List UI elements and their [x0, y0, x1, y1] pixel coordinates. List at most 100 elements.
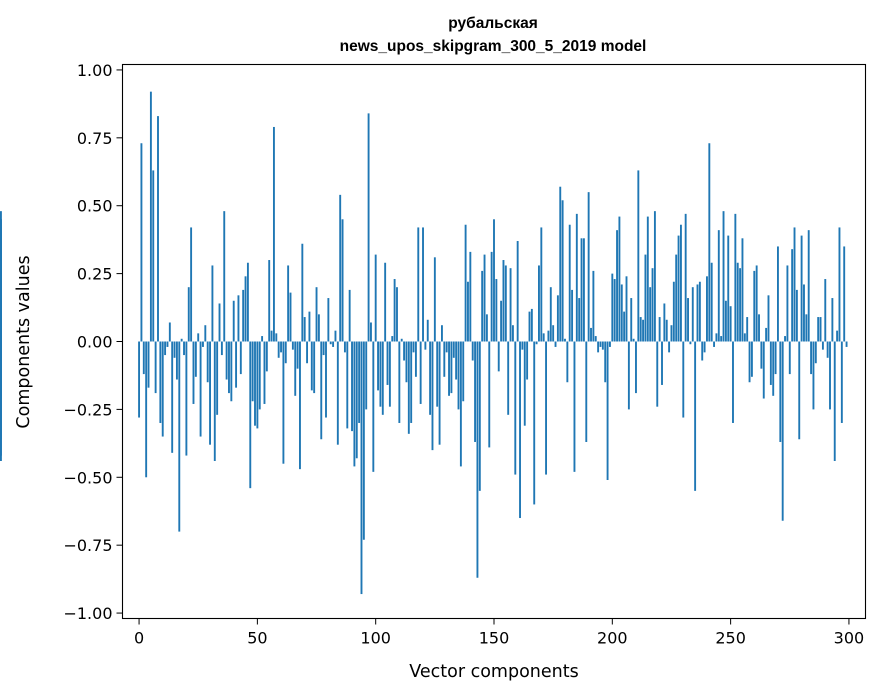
bar	[414, 341, 417, 377]
bar	[682, 341, 685, 418]
bar	[216, 341, 219, 415]
bar	[609, 341, 611, 347]
bar	[732, 341, 734, 423]
bar	[249, 341, 252, 489]
bar	[173, 341, 176, 358]
bar	[549, 287, 552, 342]
bar	[459, 341, 462, 467]
bar	[372, 341, 375, 472]
bar	[684, 213, 687, 342]
bar	[642, 319, 645, 342]
bar	[384, 262, 387, 342]
bar	[769, 341, 772, 385]
bar	[365, 341, 368, 410]
bar	[455, 341, 458, 380]
bar	[758, 314, 760, 342]
bar	[320, 341, 323, 440]
bar	[168, 322, 171, 342]
bar	[715, 333, 718, 342]
bar	[594, 336, 597, 342]
bar	[457, 341, 460, 410]
bar	[339, 194, 342, 342]
bar	[185, 341, 188, 456]
bar	[826, 341, 829, 358]
bar	[431, 341, 434, 451]
bar	[348, 289, 351, 342]
y-tick-label: −1.00	[63, 604, 112, 623]
bar	[734, 213, 737, 342]
bar	[367, 113, 370, 342]
bar	[840, 341, 843, 423]
bar	[275, 333, 278, 342]
bar	[448, 341, 450, 396]
bar	[542, 333, 545, 342]
bar	[403, 341, 406, 361]
bar	[568, 224, 571, 342]
bar	[256, 341, 259, 429]
bar	[230, 341, 233, 402]
y-tick-label: 1.00	[77, 61, 113, 80]
bar	[831, 298, 834, 342]
bar	[329, 341, 332, 345]
bar	[370, 322, 372, 342]
bar	[829, 341, 831, 410]
bar	[538, 265, 540, 342]
bar	[220, 341, 223, 356]
bar	[445, 341, 448, 353]
bar	[495, 279, 498, 342]
bar	[526, 341, 529, 380]
y-tick-label: −0.50	[63, 468, 112, 487]
bar	[282, 341, 285, 464]
bar	[471, 341, 474, 361]
bar	[668, 341, 671, 353]
y-tick-label: −0.25	[63, 400, 112, 419]
bar	[211, 265, 214, 342]
bar	[303, 317, 306, 342]
bar	[800, 235, 803, 342]
bar	[358, 341, 361, 423]
bar	[784, 336, 786, 342]
bar	[140, 143, 143, 342]
bar	[675, 254, 678, 342]
bar	[327, 298, 330, 342]
bar	[164, 341, 167, 356]
bar	[677, 235, 680, 342]
bar	[310, 341, 313, 391]
bar	[142, 341, 145, 375]
bar	[483, 254, 486, 342]
bar	[665, 319, 668, 342]
bar	[481, 270, 484, 342]
bar	[254, 341, 256, 426]
bar	[509, 268, 512, 342]
bar-series	[0, 91, 848, 595]
x-tick-label: 200	[597, 629, 628, 648]
bar	[559, 186, 562, 342]
bar	[708, 143, 711, 342]
bar	[587, 192, 590, 342]
bar	[627, 341, 630, 410]
y-tick-label: 0.50	[77, 197, 113, 216]
bar	[355, 341, 358, 459]
bar	[166, 341, 169, 347]
bar	[578, 298, 581, 342]
bar	[244, 276, 247, 342]
bar	[679, 224, 682, 342]
bar	[424, 341, 427, 350]
bar	[821, 341, 824, 350]
bar	[138, 341, 141, 418]
bar	[547, 330, 550, 342]
bar	[467, 281, 469, 342]
bar	[729, 306, 732, 342]
bar	[658, 317, 661, 342]
bar	[625, 276, 628, 342]
bar	[441, 325, 443, 342]
bar	[452, 341, 455, 358]
bar	[706, 276, 708, 342]
bar	[696, 284, 699, 342]
bar	[296, 341, 299, 369]
x-tick-label: 50	[247, 629, 267, 648]
bar	[817, 317, 820, 342]
bar	[507, 341, 510, 415]
bar	[767, 295, 770, 342]
